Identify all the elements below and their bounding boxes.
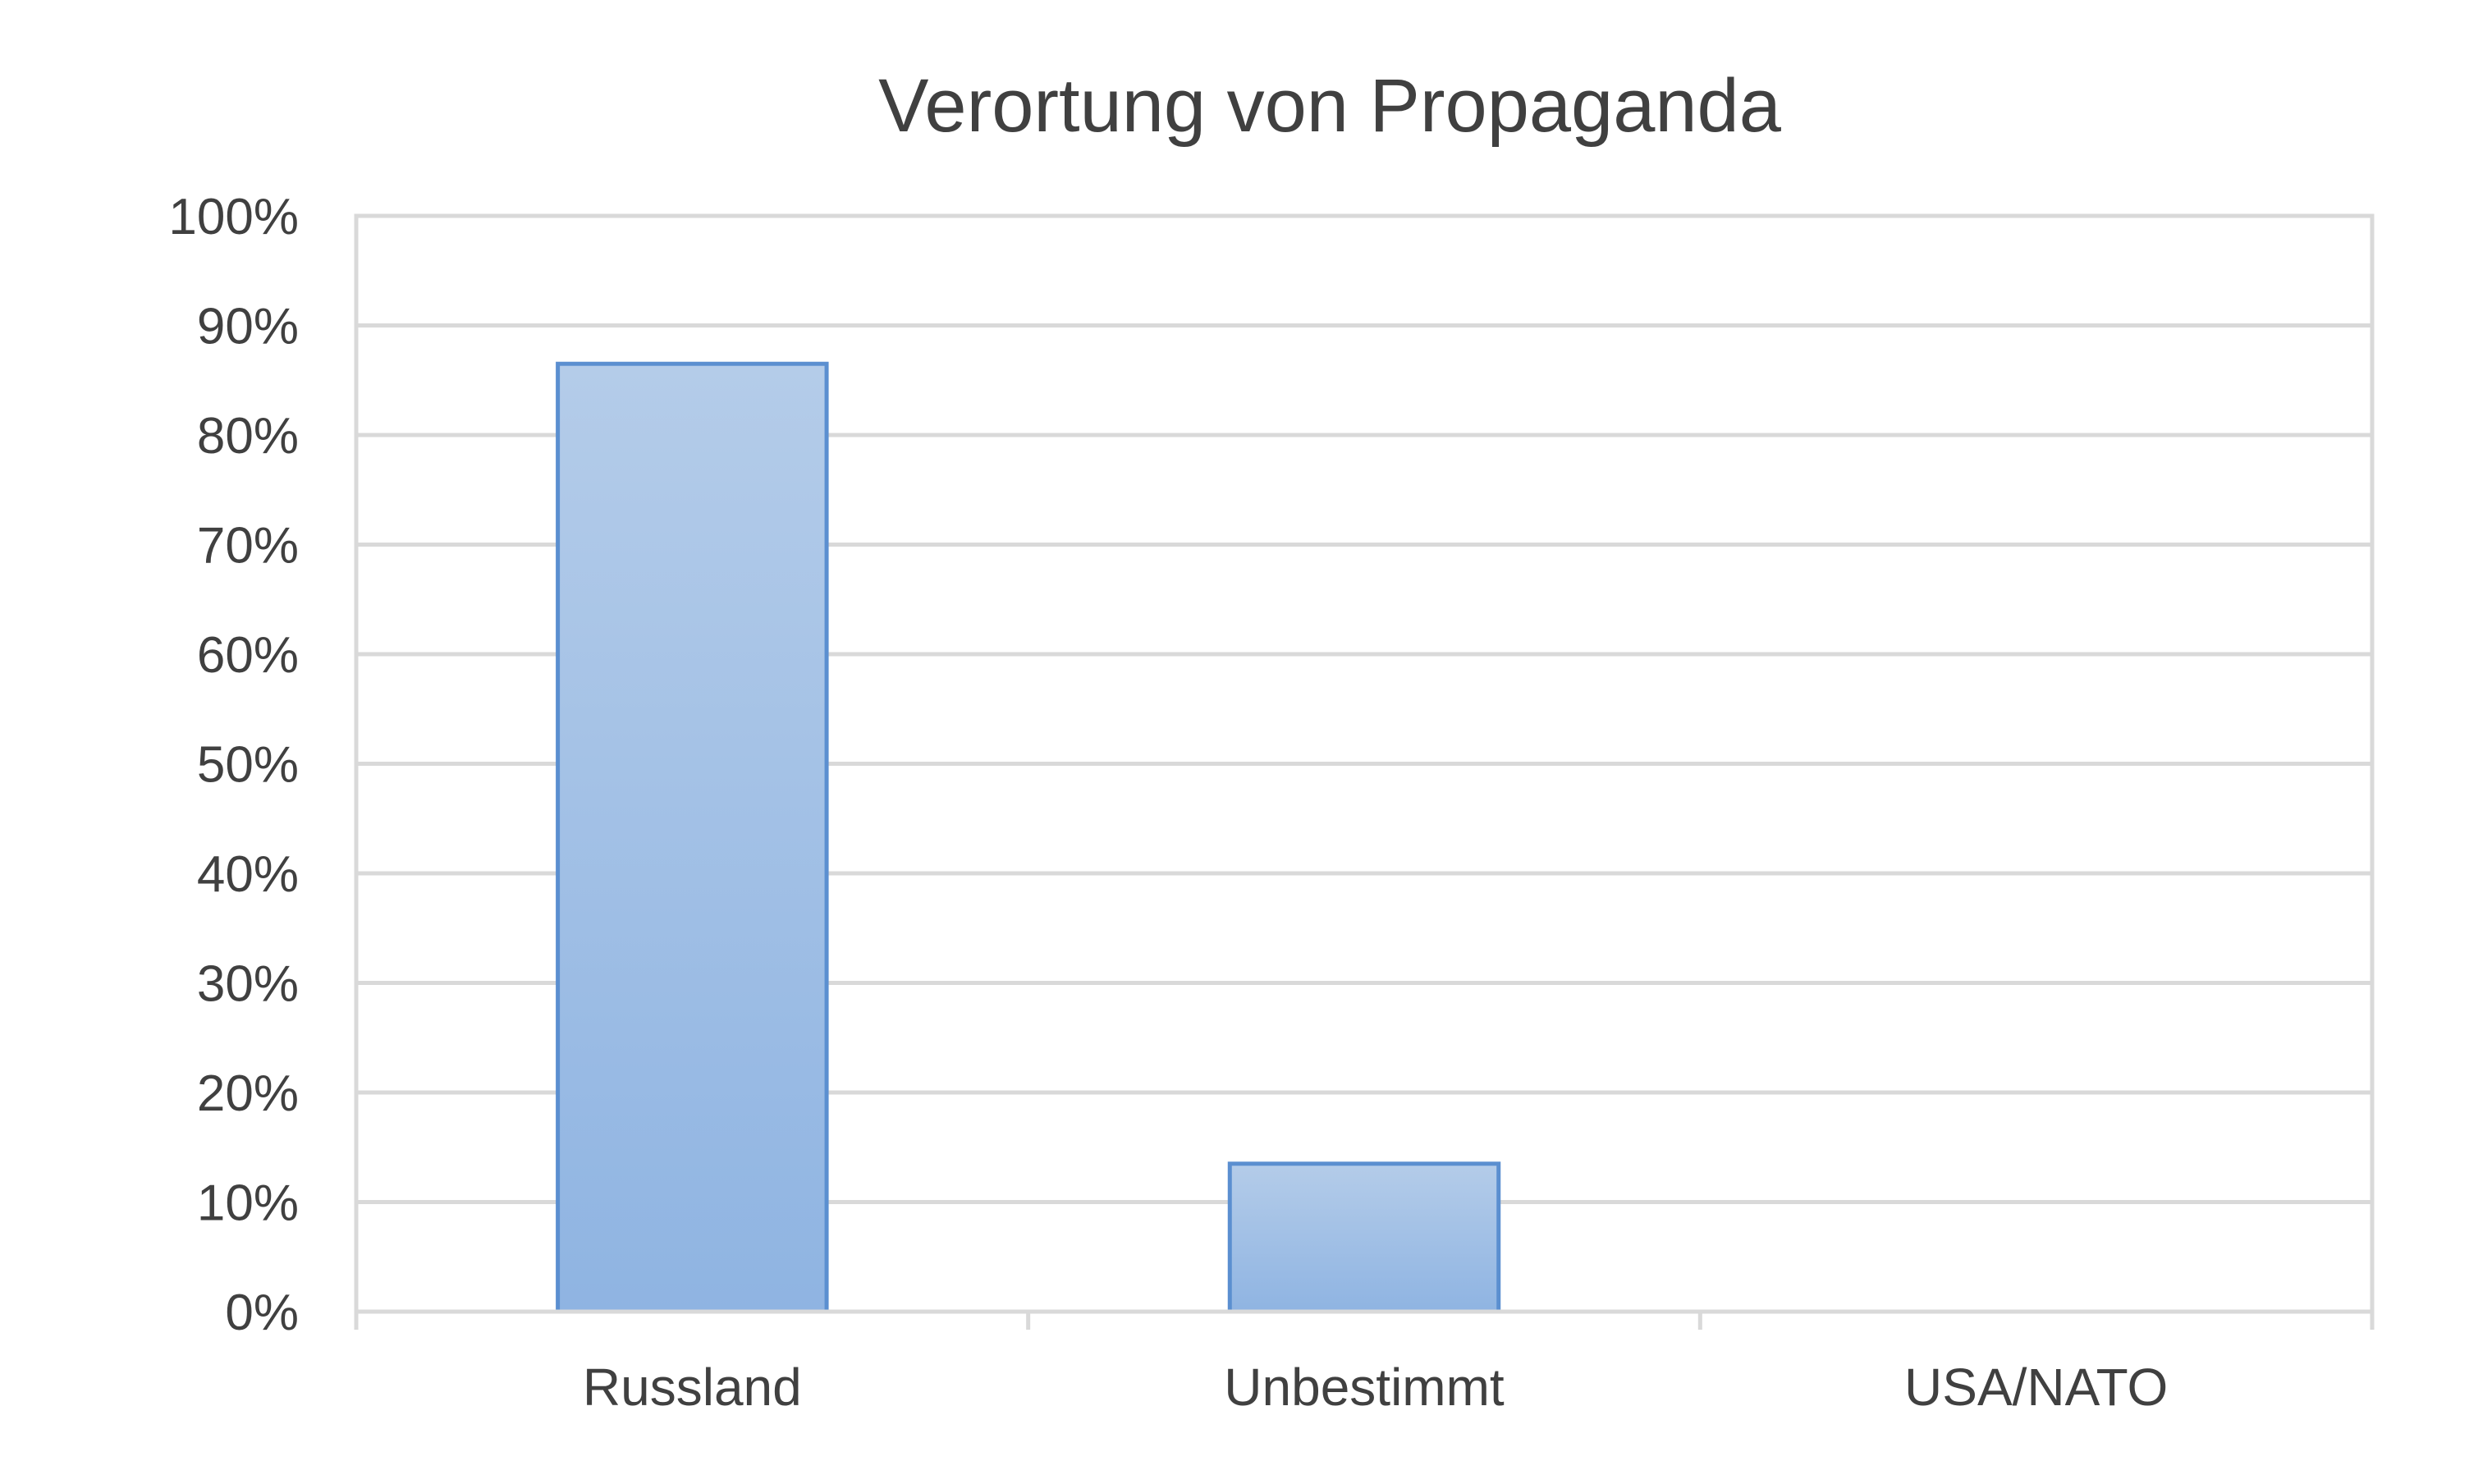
bar-unbestimmt	[1227, 1161, 1501, 1314]
x-axis	[354, 1309, 2375, 1330]
x-category-label: Russland	[583, 1358, 802, 1417]
y-tick-label: 30%	[197, 956, 299, 1013]
y-tick-label: 70%	[197, 518, 299, 575]
y-tick-label: 10%	[197, 1175, 299, 1232]
x-category-label: USA/NATO	[1904, 1358, 2168, 1417]
chart-title: Verortung von Propaganda	[878, 64, 1782, 148]
y-tick-label: 40%	[197, 846, 299, 903]
y-tick-label: 100%	[168, 189, 299, 245]
bar-russland	[556, 361, 829, 1314]
y-tick-label: 0%	[225, 1285, 299, 1341]
y-axis-tick-labels: 0% 10% 20% 30% 40% 50% 60% 70% 80% 90% 100%	[168, 189, 299, 1341]
x-category-label: Unbestimmt	[1224, 1358, 1505, 1417]
y-tick-label: 90%	[197, 299, 299, 355]
y-tick-label: 50%	[197, 737, 299, 794]
y-tick-label: 80%	[197, 408, 299, 465]
y-tick-label: 60%	[197, 627, 299, 684]
x-axis-category-labels: Russland Unbestimmt USA/NATO	[583, 1358, 2168, 1417]
bars	[556, 361, 1501, 1314]
y-tick-label: 20%	[197, 1065, 299, 1122]
